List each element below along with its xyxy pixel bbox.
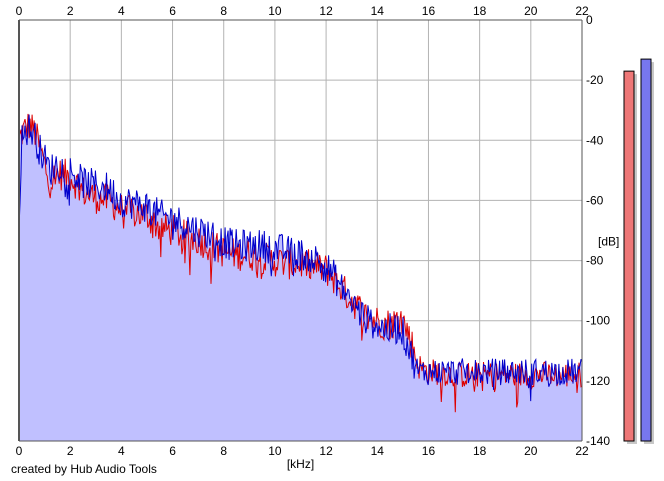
y-axis-label: [dB] [598, 235, 619, 249]
x-tick-label-top: 0 [16, 4, 23, 18]
x-tick-label-bottom: 14 [371, 444, 385, 458]
x-tick-label-bottom: 16 [422, 444, 436, 458]
x-tick-label-bottom: 0 [16, 444, 23, 458]
x-tick-label-top: 16 [422, 4, 436, 18]
series-lines [18, 113, 583, 413]
level-meter-1 [623, 70, 635, 442]
x-tick-label-top: 10 [268, 4, 282, 18]
x-tick-label-top: 22 [575, 4, 589, 18]
y-tick-label: -100 [586, 314, 610, 328]
x-tick-label-bottom: 18 [473, 444, 487, 458]
x-tick-label-bottom: 8 [220, 444, 227, 458]
y-tick-label: 0 [586, 13, 593, 27]
x-tick-label-bottom: 12 [319, 444, 333, 458]
credit-text: created by Hub Audio Tools [11, 462, 157, 476]
x-tick-label-bottom: 6 [169, 444, 176, 458]
x-tick-label-top: 4 [118, 4, 125, 18]
spectrum-area [19, 113, 582, 442]
x-tick-label-top: 6 [169, 4, 176, 18]
x-tick-label-bottom: 10 [268, 444, 282, 458]
x-tick-label-top: 20 [524, 4, 538, 18]
x-tick-label-bottom: 4 [118, 444, 125, 458]
x-tick-labels-bottom: 0 2 4 6 8 10 12 14 16 18 20 22 [16, 444, 589, 458]
y-tick-label: -120 [586, 374, 610, 388]
y-tick-label: -40 [586, 133, 604, 147]
spectrum-fill [19, 113, 582, 442]
level-meters [623, 58, 654, 444]
x-tick-label-top: 12 [319, 4, 333, 18]
x-tick-label-top: 18 [473, 4, 487, 18]
level-meter-2 [640, 58, 652, 442]
y-tick-label: -60 [586, 193, 604, 207]
x-tick-label-bottom: 20 [524, 444, 538, 458]
x-tick-label-top: 2 [67, 4, 74, 18]
y-tick-label: -20 [586, 73, 604, 87]
y-tick-label: -80 [586, 254, 604, 268]
plot-frame [18, 19, 583, 442]
y-tick-label: -140 [586, 434, 610, 448]
x-tick-label-top: 14 [371, 4, 385, 18]
x-tick-label-top: 8 [220, 4, 227, 18]
y-tick-labels: 0 -20 -40 -60 -80 -100 -120 -140 [586, 13, 610, 448]
x-axis-label: [kHz] [287, 457, 314, 471]
series-line-2 [18, 114, 583, 402]
x-tick-label-bottom: 2 [67, 444, 74, 458]
x-tick-labels-top: 0 2 4 6 8 10 12 14 16 18 20 22 [16, 4, 589, 18]
x-tick-label-bottom: 22 [575, 444, 589, 458]
